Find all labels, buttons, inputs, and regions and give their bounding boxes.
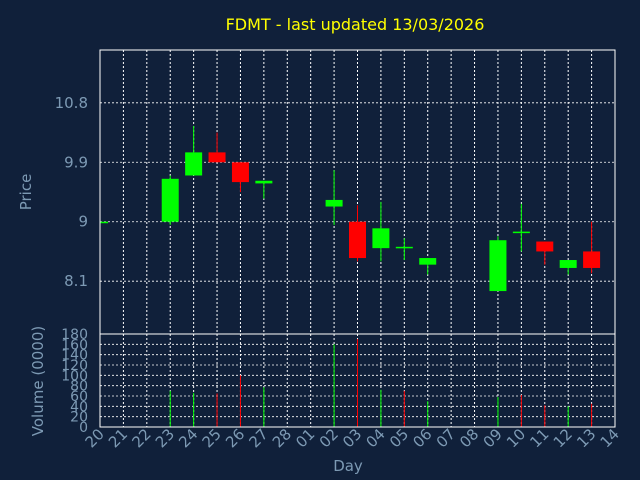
x-tick-label: 04 [363,425,389,451]
volume-tick-label: 20 [70,410,88,426]
candle-body [419,258,437,265]
volume-tick-label: 120 [61,358,88,374]
candle-body [185,152,203,176]
candlesticks [100,125,601,292]
volume-tick-label: 140 [61,348,88,364]
candle-body [208,152,226,163]
volume-tick-label: 180 [61,327,88,343]
price-tick-label: 10.8 [55,94,88,112]
x-tick-label: 24 [175,425,201,451]
x-tick-label: 26 [222,425,248,451]
x-tick-label: 05 [386,425,412,451]
volume-tick-label: 100 [61,368,88,384]
x-ticks: 2021222324252627280102030405060708091011… [82,425,623,451]
x-tick-label: 14 [597,425,623,451]
x-tick-label: 13 [573,425,599,451]
candle-body [161,178,179,222]
x-tick-label: 25 [199,425,225,451]
x-tick-label: 09 [480,425,506,451]
candle-body [536,241,554,252]
candle-body [255,180,273,184]
volume-axis-label: Volume (0000) [29,326,47,436]
chart-title: FDMT - last updated 13/03/2026 [226,15,485,34]
price-tick-label: 9.9 [64,153,88,171]
x-tick-label: 08 [456,425,482,451]
candle-body [583,251,601,268]
x-tick-label: 02 [316,425,342,451]
x-tick-label: 12 [550,425,576,451]
candle-body [325,199,343,207]
volume-tick-label: 80 [70,379,88,395]
x-tick-label: 23 [152,425,178,451]
volume-tick-label: 60 [70,389,88,405]
volume-tick-label: 40 [70,399,88,415]
price-axis-label: Price [17,174,35,211]
x-tick-label: 27 [245,425,271,451]
candle-body [100,221,108,224]
x-axis-label: Day [333,457,363,475]
x-tick-label: 06 [409,425,435,451]
x-tick-label: 07 [433,425,459,451]
candle-body [512,231,530,234]
x-tick-label: 10 [503,425,529,451]
candle-body [559,260,577,268]
x-tick-label: 21 [105,425,131,451]
volume-tick-label: 0 [79,420,88,436]
price-y-ticks: 10.8 9.9 9 8.1 [55,94,88,290]
price-tick-label: 9 [78,213,88,231]
x-tick-label: 28 [269,425,295,451]
candle-body [489,240,507,292]
x-tick-label: 01 [292,425,318,451]
x-tick-label: 11 [526,425,552,451]
volume-bars [169,339,593,427]
candle-body [395,246,413,249]
volume-plot-frame [99,333,616,428]
candle-body [372,228,390,249]
x-tick-label: 03 [339,425,365,451]
x-tick-label: 22 [128,425,154,451]
price-tick-label: 8.1 [64,272,88,290]
candle-body [349,221,366,259]
candle-body [231,162,249,183]
volume-tick-label: 160 [61,337,88,353]
